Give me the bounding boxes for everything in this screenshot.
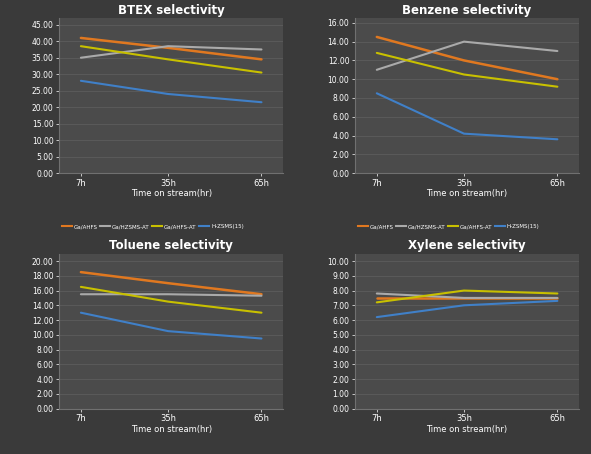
X-axis label: Time on stream(hr): Time on stream(hr) xyxy=(131,424,212,434)
Title: Benzene selectivity: Benzene selectivity xyxy=(402,4,532,17)
X-axis label: Time on stream(hr): Time on stream(hr) xyxy=(427,189,508,198)
X-axis label: Time on stream(hr): Time on stream(hr) xyxy=(131,189,212,198)
Title: Toluene selectivity: Toluene selectivity xyxy=(109,240,233,252)
Legend: Ga/AHFS, Ga/HZSMS-AT, Ga/AHFS-AT, H-ZSMS(15): Ga/AHFS, Ga/HZSMS-AT, Ga/AHFS-AT, H-ZSMS… xyxy=(358,224,540,229)
Title: BTEX selectivity: BTEX selectivity xyxy=(118,4,225,17)
X-axis label: Time on stream(hr): Time on stream(hr) xyxy=(427,424,508,434)
Legend: Ga/AHFS, Ga/HZSMS-AT, Ga/AHFS-AT, H-ZSMS(15): Ga/AHFS, Ga/HZSMS-AT, Ga/AHFS-AT, H-ZSMS… xyxy=(62,224,243,229)
Title: Xylene selectivity: Xylene selectivity xyxy=(408,240,526,252)
